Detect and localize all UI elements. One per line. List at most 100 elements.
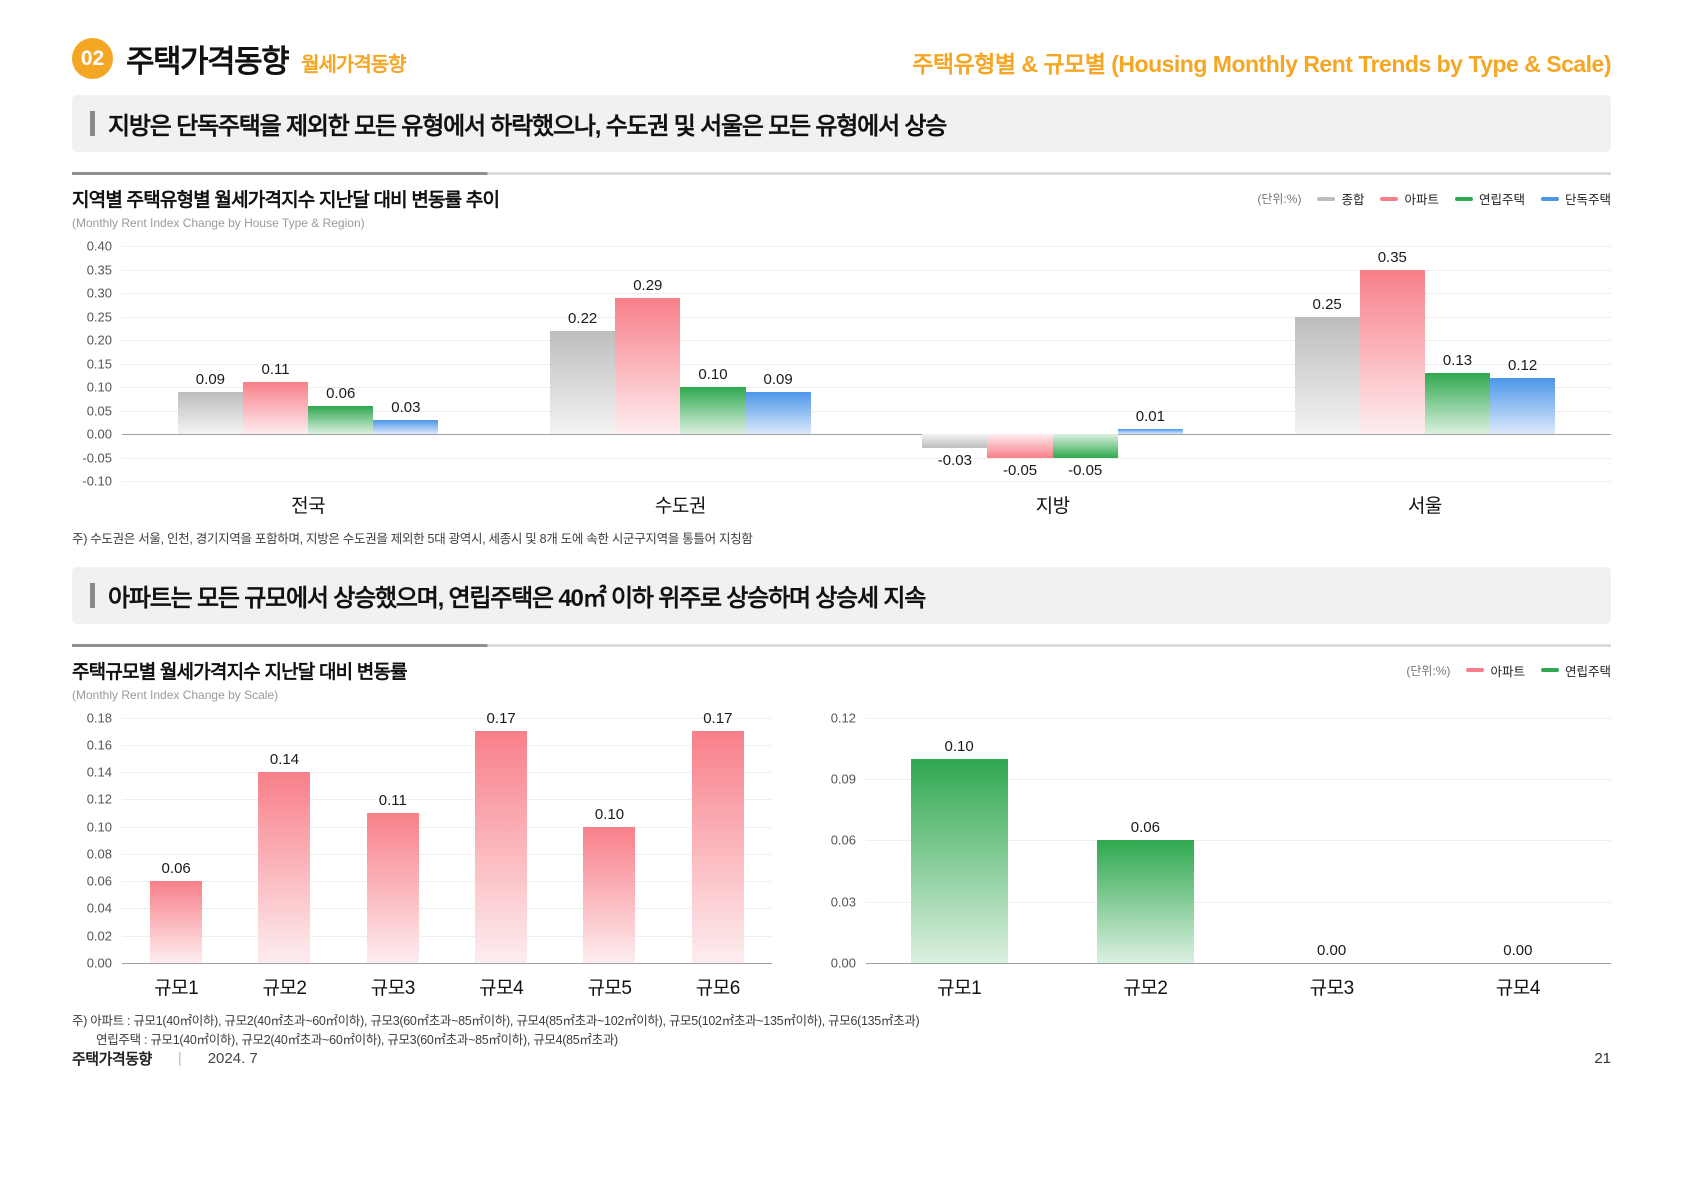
gridline [122,481,1611,482]
bar-apartment [583,826,636,963]
bar-rowhouse [1052,434,1118,458]
gridline [122,881,772,883]
legend-item-detached: 단독주택 [1540,189,1611,208]
bar-value-label: 0.06 [326,384,356,402]
chart-body: 0.40 0.35 0.30 0.25 0.20 0.15 0.10 0.05 0.00 -0.0… [72,239,1611,489]
legend-item-apartment: 아파트 [1380,189,1439,208]
footer-separator: | [177,1050,182,1067]
bar-rowhouse [308,405,374,434]
page-subtitle: 월세가격동향 [301,54,406,76]
bar-rowhouse [1096,840,1194,963]
x-tick-label: 규모2 [1123,977,1168,999]
banner-accent-bar [90,111,95,136]
y-tick-label: 0.08 [86,846,112,862]
x-tick-label: 지방 [1035,496,1070,517]
legend-marker-rowhouse [1540,668,1559,673]
gridline [122,316,1611,318]
bar-detached [1117,429,1183,434]
x-tick-label: 규모5 [587,977,632,999]
bar-apartment [366,813,419,963]
gridline [122,744,772,746]
y-tick-label: 0.00 [86,426,112,442]
y-axis: 0.12 0.09 0.06 0.03 0.00 [816,710,866,970]
gridline [122,772,772,774]
banner-accent-bar [90,582,95,608]
bar-apartment [242,382,309,434]
bar-group: 0.17 [664,710,772,963]
gridline [122,935,772,937]
bar-value-label: 0.25 [1312,295,1342,313]
legend-label-rowhouse: 연립주택 [1564,664,1611,679]
y-tick-label: 0.15 [86,356,112,371]
gridline [122,457,1611,459]
y-tick-label: 0.20 [86,332,112,348]
bar-value-label: 0.29 [633,276,663,294]
bar-rowhouse [680,387,746,434]
x-tick-label: 전국 [291,496,326,517]
bar-total [550,330,616,434]
x-tick-label: 규모3 [370,977,416,999]
bar-value-label: 0.06 [1130,819,1160,837]
chart2-header: 주택규모별 월세가격지수 지난달 대비 변동률 (Monthly Rent In… [72,657,1611,702]
scale-chart-section: 주택규모별 월세가격지수 지난달 대비 변동률 (Monthly Rent In… [72,643,1611,1050]
bar-group: 0.06 [122,718,230,963]
y-tick-label: 0.00 [86,955,112,971]
y-tick-label: 0.10 [86,819,112,835]
plot-area: 0.10 0.06 0.00 0.00 [866,717,1611,964]
gridline [122,799,772,801]
y-tick-label: 0.06 [86,873,112,889]
y-tick-label: 0.00 [830,955,856,971]
legend-label-total: 종합 [1341,193,1365,207]
chart-body: 0.18 0.16 0.14 0.12 0.10 0.08 0.06 0.04 0.02 0.00… [72,710,772,970]
bar-apartment [987,434,1053,458]
bar-value-label: 0.10 [698,366,728,383]
bar-group: 0.00 [1239,718,1425,963]
plot-area: 0.06 0.14 0.11 0.17 0.10 0.17 [122,710,772,964]
chart1-title: 지역별 주택유형별 월세가격지수 지난달 대비 변동률 추이 [72,190,500,211]
gridline [866,901,1611,903]
y-tick-label: 0.18 [86,710,112,726]
bar-value-label: 0.17 [486,710,516,728]
footer-left: 주택가격동향 | 2024. 7 [72,1048,258,1069]
chart2-titles: 주택규모별 월세가격지수 지난달 대비 변동률 (Monthly Rent In… [72,657,408,702]
legend-label-rowhouse: 연립주택 [1478,193,1525,207]
bar-group: 0.10 [555,718,663,963]
unit-label: (단위:%) [1406,663,1451,678]
x-tick-label: 규모3 [1309,977,1355,999]
y-tick-label: 0.06 [830,832,856,848]
bar-apartment [475,731,528,963]
y-tick-label: 0.12 [830,710,856,726]
section-number-badge: 02 [72,38,113,79]
zero-axis-line [122,434,1611,435]
page-header: 02 주택가격동향 월세가격동향 주택유형별 & 규모별 (Housing Mo… [72,36,1611,81]
bar-group: 0.00 [1425,718,1611,963]
y-tick-label: 0.04 [86,900,112,916]
y-tick-label: 0.02 [86,928,112,944]
x-tick-label: 규모6 [695,977,741,999]
bar-value-label: 0.01 [1135,408,1165,426]
x-tick-label: 서울 [1407,496,1442,517]
bar-detached [745,391,811,434]
regional-bar-chart: 0.40 0.35 0.30 0.25 0.20 0.15 0.10 0.05 0.00 -0.0… [72,239,1611,518]
bar-group: 0.09 0.11 0.06 0.03 [122,246,494,481]
rowhouse-scale-bar-chart: 0.12 0.09 0.06 0.03 0.00 0.10 0.06 0.00 0.00 규모… [816,710,1611,1000]
bar-group: 0.14 [230,718,338,963]
key-finding-banner-2: 아파트는 모든 규모에서 상승했으며, 연립주택은 40㎡ 이하 위주로 상승하… [72,566,1611,624]
bar-value-label: 0.14 [269,751,300,769]
gridline [866,840,1611,842]
y-tick-label: 0.35 [86,262,112,277]
legend-item-apartment: 아파트 [1466,661,1525,680]
regional-chart-section: 지역별 주택유형별 월세가격지수 지난달 대비 변동률 추이 (Monthly … [72,172,1611,549]
bar-rowhouse [1424,372,1491,434]
x-tick-label: 규모4 [479,977,524,999]
unit-label: (단위:%) [1257,192,1302,206]
legend-marker-apartment [1466,668,1485,673]
zero-axis-line [122,962,772,964]
x-tick-label: 규모1 [154,977,199,999]
gridline [122,387,1611,388]
bar-value-label: 0.00 [1317,941,1347,959]
chart2-subtitle: (Monthly Rent Index Change by Scale) [72,687,279,702]
bar-value-label: 0.09 [195,370,226,388]
legend-marker-total [1317,196,1336,201]
legend-label-detached: 단독주택 [1564,193,1611,207]
